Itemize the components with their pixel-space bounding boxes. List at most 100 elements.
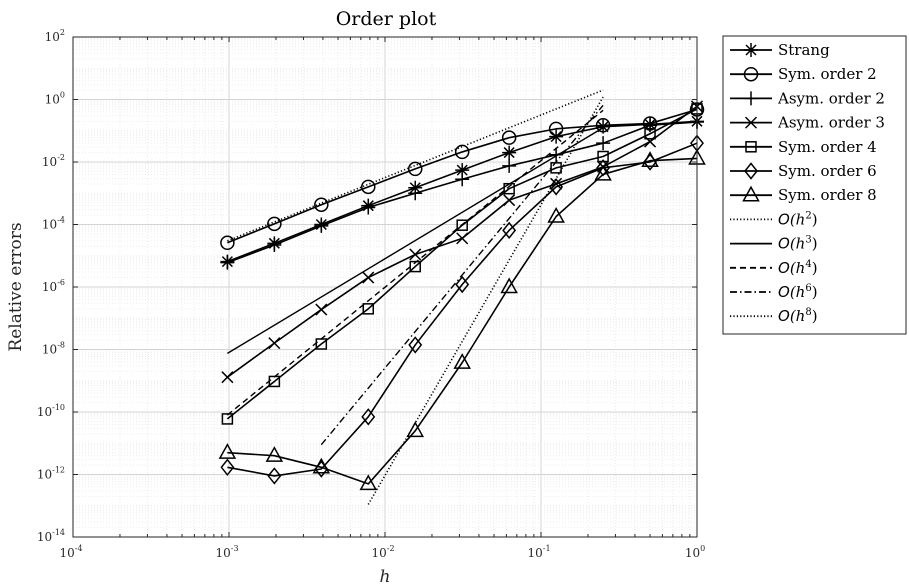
data-point [361, 200, 376, 215]
reference-line [227, 127, 604, 355]
legend-entry: O(h4) [730, 259, 818, 277]
legend-entry: Asym. order 2 [730, 89, 885, 107]
series-line [227, 142, 698, 477]
legend-entry: Sym. order 6 [730, 162, 877, 180]
legend-label: Sym. order 2 [778, 65, 877, 83]
data-point [268, 337, 281, 350]
data-point [454, 144, 470, 160]
series-line [227, 157, 698, 485]
data-point [502, 145, 517, 160]
data-point [220, 458, 235, 476]
series-8 [227, 127, 604, 355]
y-tick-label: 100 [45, 91, 65, 107]
data-point [502, 221, 517, 240]
data-point [550, 177, 563, 190]
legend-marker [744, 116, 758, 129]
data-point [644, 128, 656, 140]
data-point [221, 413, 234, 425]
data-point [596, 136, 611, 151]
data-point [501, 130, 517, 145]
data-point [453, 353, 471, 369]
legend-label: Asym. order 3 [777, 114, 885, 132]
x-axis-title: h [380, 567, 391, 585]
legend-entry: O(h3) [730, 235, 818, 253]
data-point [455, 275, 470, 294]
series-6 [218, 148, 706, 491]
legend-marker [744, 162, 758, 180]
legend-entry: O(h6) [730, 283, 818, 301]
legend-label: Sym. order 8 [778, 186, 877, 204]
chart-title: Order plot [336, 8, 437, 30]
data-point [312, 457, 331, 474]
y-axis-title: Relative errors [6, 222, 26, 351]
data-point [407, 161, 423, 177]
legend-label: O(h6) [778, 283, 818, 301]
data-point [314, 197, 329, 212]
legend-label: Strang [778, 41, 830, 59]
y-tick-label: 10-14 [37, 528, 65, 544]
legend-box [722, 35, 907, 335]
legend-entry: O(h2) [730, 210, 818, 228]
reference-line [226, 109, 604, 416]
legend-entry: Sym. order 8 [730, 185, 877, 204]
series-5 [220, 134, 704, 485]
legend-label: O(h4) [778, 259, 818, 277]
data-point [220, 255, 235, 270]
data-point [549, 129, 564, 144]
data-point [644, 135, 657, 148]
series-line [227, 121, 698, 264]
legend-entry: O(h8) [730, 307, 818, 325]
series-3 [221, 100, 704, 384]
data-point [502, 158, 517, 173]
data-point [549, 178, 564, 196]
data-point [409, 248, 422, 261]
data-point [455, 172, 470, 187]
series-9 [226, 109, 604, 416]
legend-label: Sym. order 6 [778, 162, 877, 180]
legend-entry: Sym. order 2 [730, 65, 877, 83]
legend-entry: Asym. order 3 [730, 114, 885, 132]
data-point [267, 238, 282, 253]
y-tick-label: 102 [45, 28, 65, 44]
data-point [408, 186, 423, 201]
legend-label: Sym. order 4 [778, 138, 877, 156]
data-point [456, 219, 468, 231]
series-2 [220, 115, 704, 270]
data-point [500, 277, 518, 294]
data-point [595, 117, 611, 133]
legend-label: O(h2) [778, 210, 818, 228]
series-line [227, 108, 698, 244]
legend-entry: Strang [730, 41, 830, 59]
data-point [314, 218, 329, 233]
data-point [643, 118, 658, 133]
legend-marker [744, 91, 758, 106]
grid [73, 37, 697, 537]
y-tick-label: 10-10 [37, 403, 65, 419]
legend-entry: Sym. order 4 [730, 138, 877, 156]
legend-marker [745, 141, 757, 153]
y-tick-label: 10-12 [37, 466, 65, 482]
y-tick-label: 10-6 [42, 278, 65, 294]
y-tick-label: 10-8 [42, 341, 65, 357]
legend-marker [742, 185, 760, 202]
series-11 [367, 96, 604, 505]
series-10 [320, 104, 604, 446]
y-tick-label: 10-2 [42, 153, 65, 169]
legend: Strang Sym. order 2 Asym. order 2 Asym. ord… [722, 35, 907, 335]
data-point [548, 121, 564, 137]
legend-label: O(h3) [778, 235, 818, 253]
reference-line [320, 104, 604, 446]
x-tick-label: 10-2 [371, 544, 394, 560]
data-point [220, 235, 235, 251]
x-tick-label: 10-3 [215, 544, 238, 560]
reference-line [227, 89, 604, 242]
data-point [361, 179, 376, 195]
data-point [359, 474, 378, 491]
data-point [267, 216, 282, 232]
data-point [594, 164, 612, 181]
data-point [221, 371, 234, 384]
legend-marker [744, 43, 758, 57]
data-point [503, 194, 516, 207]
data-point [406, 421, 425, 438]
